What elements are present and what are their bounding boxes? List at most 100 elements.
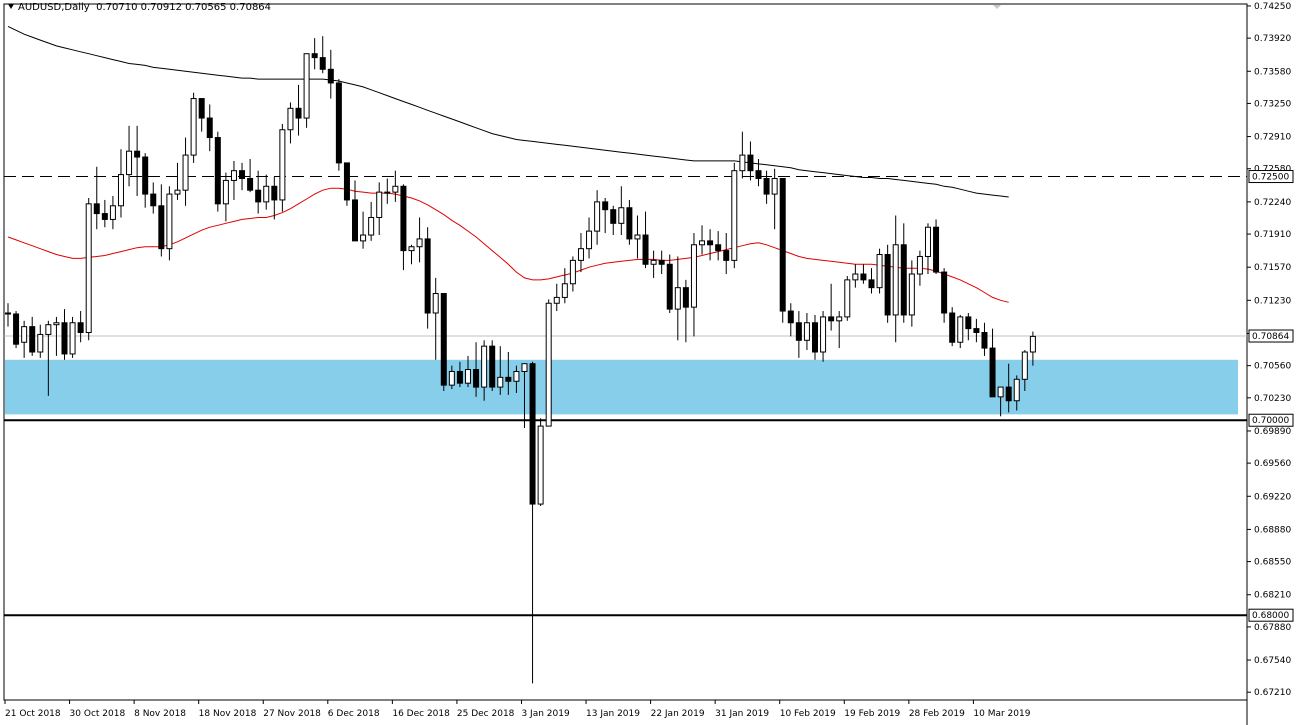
candle-bearish: [327, 68, 334, 84]
x-tick-label: 13 Jan 2019: [586, 709, 640, 719]
candle-bullish: [109, 205, 116, 220]
collapse-arrow-icon[interactable]: [8, 4, 14, 9]
x-tick-label: 8 Nov 2018: [134, 709, 186, 719]
candle-bearish: [400, 185, 407, 252]
candle-bullish: [384, 191, 391, 194]
candle-bullish: [360, 234, 367, 242]
candle-bearish: [900, 244, 907, 316]
candle-bullish: [117, 174, 124, 207]
candle-bullish: [577, 248, 584, 261]
candle-bearish: [715, 244, 722, 252]
x-tick-label: 3 Jan 2019: [521, 709, 569, 719]
y-tick-label: 0.68880: [1254, 525, 1291, 535]
candle-bullish: [561, 283, 568, 298]
y-tick-label: 0.67880: [1254, 623, 1291, 633]
candle-bullish: [553, 296, 560, 304]
candle-bearish: [134, 150, 141, 158]
candle-bearish: [29, 326, 36, 353]
candle-bearish: [707, 240, 714, 246]
candle-bullish: [85, 203, 92, 334]
y-tick-label: 0.69220: [1254, 492, 1291, 502]
price-label-text: 0.68000: [1252, 611, 1289, 621]
x-tick-label: 25 Dec 2018: [457, 709, 515, 719]
candle-bullish: [674, 287, 681, 310]
price-label-box: [1248, 608, 1294, 622]
candle-bullish: [537, 425, 544, 505]
candle-bullish: [1029, 335, 1036, 353]
candle-bearish: [642, 234, 649, 265]
candle-bearish: [295, 107, 302, 119]
candle-bullish: [126, 150, 133, 176]
y-tick-label: 0.72240: [1254, 198, 1291, 208]
candle-bullish: [53, 322, 60, 326]
candle-bearish: [77, 322, 84, 334]
candle-bullish: [876, 254, 883, 289]
candle-bullish: [545, 302, 552, 427]
candle-bullish: [182, 154, 189, 191]
candle-bearish: [319, 57, 326, 70]
candle-bullish: [69, 322, 76, 355]
candle-bearish: [1005, 386, 1012, 402]
price-label-text: 0.72500: [1252, 173, 1289, 183]
candle-bullish: [37, 333, 44, 353]
candle-bearish: [529, 363, 536, 505]
candle-bearish: [255, 189, 262, 203]
candle-bullish: [957, 316, 964, 343]
x-tick-label: 16 Dec 2018: [392, 709, 450, 719]
candle-bullish: [174, 189, 181, 195]
candle-bullish: [45, 324, 52, 335]
x-tick-label: 30 Oct 2018: [70, 709, 126, 719]
candle-bearish: [456, 370, 463, 384]
candle-bullish: [166, 193, 173, 250]
candle-bullish: [852, 273, 859, 281]
candle-bullish: [190, 98, 197, 156]
y-tick-label: 0.68210: [1254, 591, 1291, 601]
candle-bearish: [335, 82, 342, 164]
candle-bearish: [352, 199, 359, 242]
candle-bullish: [690, 244, 697, 308]
candle-bullish: [263, 185, 270, 203]
y-tick-label: 0.73580: [1254, 67, 1291, 77]
candle-bearish: [860, 273, 867, 281]
candle-bullish: [892, 244, 899, 316]
candle-bullish: [771, 177, 778, 195]
y-tick-label: 0.71910: [1254, 230, 1291, 240]
y-tick-label: 0.74250: [1254, 2, 1291, 12]
candle-bearish: [61, 322, 68, 355]
x-tick-label: 31 Jan 2019: [715, 709, 769, 719]
candle-bearish: [949, 312, 956, 343]
candle-bullish: [521, 363, 528, 372]
candle-bullish: [513, 370, 520, 382]
plot-frame: [3, 3, 1248, 701]
candle-bearish: [965, 316, 972, 330]
candle-bearish: [214, 137, 221, 205]
candle-bearish: [440, 293, 447, 386]
candle-bullish: [569, 259, 576, 285]
x-tick-label: 21 Oct 2018: [5, 709, 61, 719]
x-tick-label: 19 Feb 2019: [844, 709, 900, 719]
candle-bullish: [368, 216, 375, 236]
candle-bearish: [828, 316, 835, 322]
candle-bearish: [779, 177, 786, 312]
price-label-text: 0.70864: [1252, 332, 1289, 342]
symbol-label: AUDUSD,Daily: [18, 2, 90, 13]
candle-bearish: [610, 209, 617, 224]
candle-bullish: [699, 240, 706, 246]
price-label-box: [1248, 329, 1294, 343]
candle-bullish: [739, 154, 746, 172]
candle-bearish: [198, 98, 205, 119]
candle-bearish: [747, 154, 754, 172]
candle-bearish: [5, 312, 11, 315]
candle-bullish: [731, 170, 738, 261]
y-tick-label: 0.69560: [1254, 459, 1291, 469]
candle-bearish: [787, 310, 794, 324]
candle-bearish: [489, 345, 496, 388]
x-tick-label: 27 Nov 2018: [263, 709, 321, 719]
candle-bullish: [594, 201, 601, 232]
candle-bearish: [343, 162, 350, 201]
candle-bearish: [933, 226, 940, 273]
candle-bullish: [432, 293, 439, 314]
y-tick-label: 0.67540: [1254, 656, 1291, 666]
slow-moving-average-line: [7, 25, 1009, 198]
